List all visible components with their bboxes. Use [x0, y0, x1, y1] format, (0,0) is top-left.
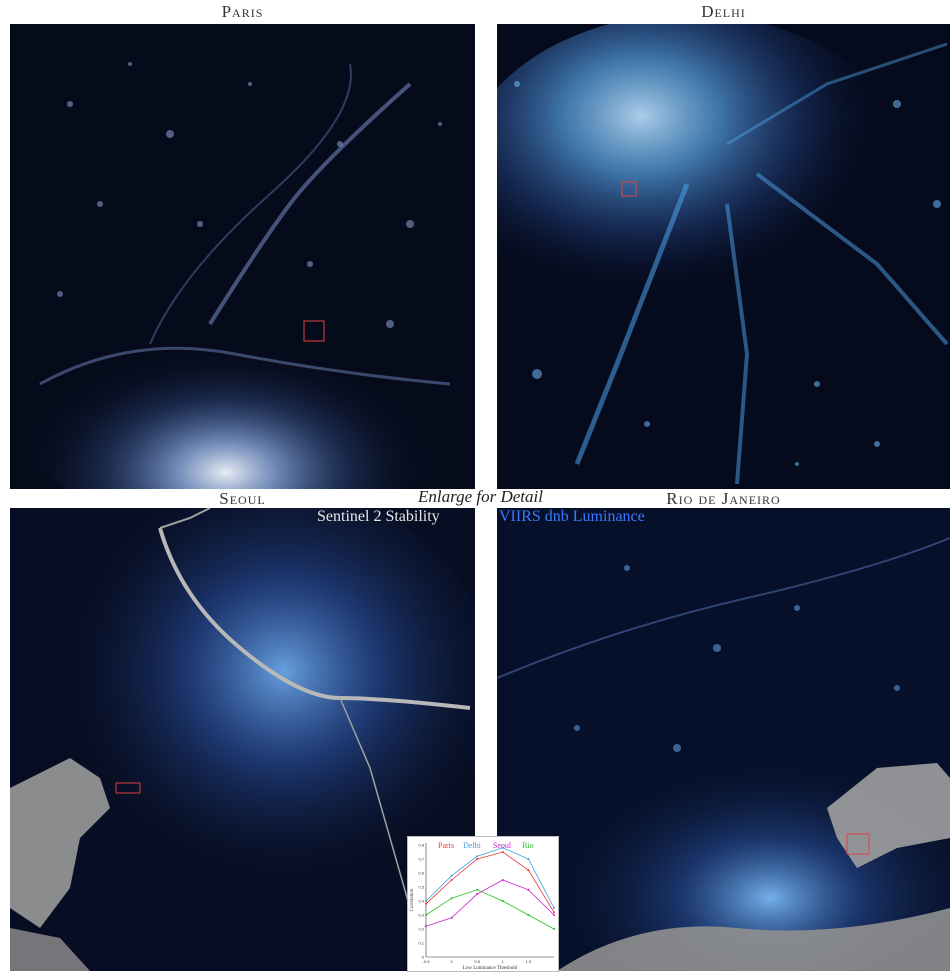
panel-label-seoul: Seoul — [219, 489, 266, 508]
data-point-delhi — [476, 855, 479, 858]
chart-legend: Paris Delhi Seoul Rio — [438, 841, 534, 850]
data-point-rio — [450, 897, 453, 900]
panel-label-delhi: Delhi — [701, 2, 746, 21]
data-point-paris — [501, 851, 504, 853]
data-point-rio — [553, 928, 555, 930]
data-point-rio — [425, 914, 427, 916]
x-tick-label: 1.5 — [526, 959, 532, 964]
data-point-delhi — [425, 900, 427, 902]
legend-entry-delhi: Delhi — [463, 841, 482, 850]
data-point-paris — [425, 902, 427, 905]
rio-night-image — [497, 508, 950, 971]
y-tick-label: 0.3 — [418, 913, 424, 918]
data-point-paris — [553, 911, 555, 914]
y-tick-label: 0.4 — [418, 899, 424, 904]
data-point-paris — [476, 858, 479, 860]
series-line-paris — [425, 851, 555, 913]
y-tick-labels: 0.8 0.7 0.6 0.5 0.4 0.3 0.2 0.1 0 — [418, 843, 424, 960]
data-point-delhi — [553, 907, 555, 909]
y-tick-label: 0.7 — [418, 857, 424, 862]
data-point-delhi — [501, 846, 504, 849]
y-tick-label: 0.2 — [418, 927, 424, 932]
panel-label-rio: Rio de Janeiro — [666, 489, 781, 508]
data-point-delhi — [527, 858, 530, 860]
x-tick-label: 1 — [502, 959, 505, 964]
correlation-inset-chart: Paris Delhi Seoul Rio 0.8 0.7 0.6 0.5 0.4 0.3 0.2… — [407, 836, 559, 972]
y-tick-label: 0.1 — [418, 941, 424, 946]
legend-entry-seoul: Seoul — [493, 841, 512, 850]
data-point-delhi — [450, 874, 453, 877]
x-tick-label: -0.5 — [423, 959, 431, 964]
y-tick-label: 0 — [422, 955, 425, 960]
series-line-seoul — [425, 879, 555, 927]
seoul-night-image — [10, 508, 475, 971]
delhi-night-image — [497, 24, 950, 489]
legend-entry-rio: Rio — [522, 841, 534, 850]
x-tick-label: 0 — [450, 959, 453, 964]
data-point-seoul — [425, 925, 427, 928]
left-legend-caption: Sentinel 2 Stability — [317, 508, 440, 525]
data-point-seoul — [476, 893, 479, 895]
chart-x-axis-label: Low Luminance Threshold — [463, 966, 518, 971]
correlation-chart-svg: Paris Delhi Seoul Rio 0.8 0.7 0.6 0.5 0.4 0.3 0.2… — [408, 837, 558, 971]
data-point-paris — [527, 869, 530, 872]
data-point-rio — [501, 900, 504, 902]
x-tick-labels: -0.5 0 0.5 1 1.5 — [423, 959, 532, 964]
legend-entry-paris: Paris — [438, 841, 454, 850]
data-point-rio — [527, 914, 530, 916]
enlarge-caption: Enlarge for Detail — [418, 487, 543, 506]
y-tick-label: 0.5 — [418, 885, 424, 890]
series-line-delhi — [425, 847, 555, 909]
x-tick-label: 0.5 — [474, 959, 480, 964]
panel-label-paris: Paris — [221, 2, 264, 21]
y-tick-label: 0.6 — [418, 871, 424, 876]
data-point-rio — [476, 888, 479, 891]
chart-y-axis-label: Correlation — [410, 888, 415, 911]
data-point-seoul — [527, 888, 530, 891]
series-line-rio — [425, 889, 555, 930]
data-point-paris — [450, 879, 453, 881]
data-point-seoul — [553, 914, 555, 916]
data-point-seoul — [501, 879, 504, 881]
right-legend-caption: VIIRS dnb Luminance — [499, 508, 645, 525]
paris-night-image — [10, 24, 475, 489]
y-tick-label: 0.8 — [418, 843, 424, 848]
chart-series-group — [425, 846, 555, 930]
data-point-seoul — [450, 916, 453, 919]
